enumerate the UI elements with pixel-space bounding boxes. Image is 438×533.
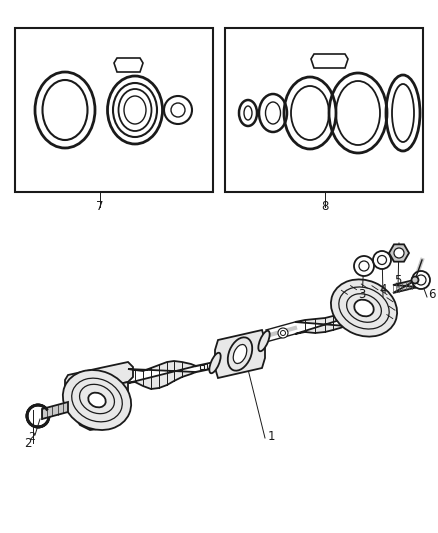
Polygon shape xyxy=(128,361,196,389)
Bar xyxy=(225,28,423,192)
Bar xyxy=(207,363,213,368)
Ellipse shape xyxy=(359,261,369,271)
Circle shape xyxy=(394,248,404,258)
Ellipse shape xyxy=(63,370,131,430)
Ellipse shape xyxy=(331,279,397,336)
Polygon shape xyxy=(215,330,265,378)
Text: 6: 6 xyxy=(428,288,435,301)
Text: 3: 3 xyxy=(358,288,366,301)
Ellipse shape xyxy=(354,300,374,317)
Polygon shape xyxy=(114,58,143,72)
Ellipse shape xyxy=(233,344,247,364)
Polygon shape xyxy=(42,402,68,419)
Text: 2: 2 xyxy=(24,437,32,450)
Polygon shape xyxy=(393,279,418,293)
Polygon shape xyxy=(65,362,133,395)
Ellipse shape xyxy=(412,271,430,289)
Text: 8: 8 xyxy=(321,200,328,213)
Ellipse shape xyxy=(378,255,386,264)
Ellipse shape xyxy=(72,378,122,422)
Polygon shape xyxy=(295,316,346,334)
Bar xyxy=(15,28,213,192)
Ellipse shape xyxy=(354,256,374,276)
Polygon shape xyxy=(311,54,348,68)
Ellipse shape xyxy=(411,277,418,284)
Ellipse shape xyxy=(258,331,270,351)
Ellipse shape xyxy=(339,287,389,329)
Circle shape xyxy=(278,328,288,338)
Text: 1: 1 xyxy=(268,430,276,443)
Text: 4: 4 xyxy=(379,283,387,296)
Ellipse shape xyxy=(373,251,391,269)
Circle shape xyxy=(280,330,286,335)
Ellipse shape xyxy=(209,353,221,373)
Ellipse shape xyxy=(88,393,106,407)
Bar xyxy=(200,365,204,369)
Ellipse shape xyxy=(416,275,426,285)
Text: 2: 2 xyxy=(28,432,35,442)
Polygon shape xyxy=(65,382,128,430)
Ellipse shape xyxy=(228,337,252,370)
Text: 7: 7 xyxy=(96,200,104,213)
Polygon shape xyxy=(389,244,409,262)
Text: 5: 5 xyxy=(394,274,402,287)
